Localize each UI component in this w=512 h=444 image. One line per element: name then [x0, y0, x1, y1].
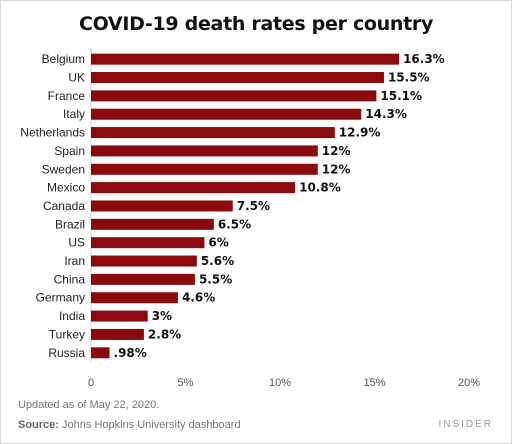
value-label: 10.8%	[299, 181, 341, 195]
bar	[91, 90, 377, 102]
value-label: 14.3%	[365, 107, 407, 121]
category-label: Spain	[54, 144, 85, 158]
category-label: Germany	[36, 291, 85, 305]
bar	[91, 182, 296, 194]
value-label: 12%	[322, 162, 351, 176]
bar	[91, 347, 110, 359]
bar	[91, 163, 318, 175]
category-label: Mexico	[47, 181, 85, 195]
bar	[91, 328, 144, 340]
brand-logo: INSIDER	[438, 419, 493, 430]
category-label: UK	[68, 71, 85, 85]
value-label: 5.5%	[199, 272, 232, 286]
category-label: Brazil	[55, 217, 85, 231]
value-label: 5.6%	[201, 254, 234, 268]
source-line: Source: Johns Hopkins University dashboa…	[18, 419, 241, 431]
value-label: 12.9%	[339, 126, 381, 140]
x-tick-label: 15%	[363, 377, 385, 389]
x-tick-label: 5%	[178, 377, 194, 389]
category-label: Canada	[43, 199, 85, 213]
value-label: 16.3%	[403, 52, 445, 66]
x-tick-label: 20%	[458, 377, 480, 389]
bar	[91, 310, 148, 322]
category-label: China	[54, 272, 86, 286]
category-label: Turkey	[49, 327, 85, 341]
bar	[91, 237, 205, 249]
value-label: 6%	[208, 236, 228, 250]
bar	[91, 108, 362, 120]
bar	[91, 145, 318, 157]
category-label: US	[68, 236, 85, 250]
bar	[91, 218, 214, 230]
category-label: Russia	[48, 346, 85, 360]
bar	[91, 127, 335, 139]
x-tick-label: 0	[88, 377, 94, 389]
bar	[91, 53, 400, 65]
category-label: Italy	[63, 107, 85, 121]
bar	[91, 200, 233, 212]
value-label: 3%	[152, 309, 172, 323]
source-text: Johns Hopkins University dashboard	[62, 419, 241, 431]
source-label: Source:	[18, 419, 59, 431]
bar	[91, 292, 178, 304]
bar	[91, 72, 384, 84]
value-label: 4.6%	[182, 291, 215, 305]
chart-title: COVID-19 death rates per country	[78, 13, 434, 35]
category-label: India	[59, 309, 85, 323]
category-label: Sweden	[42, 162, 85, 176]
category-label: Belgium	[42, 52, 85, 66]
value-label: .98%	[114, 346, 147, 360]
updated-note: Updated as of May 22, 2020.	[18, 399, 160, 411]
value-label: 7.5%	[237, 199, 270, 213]
value-label: 15.5%	[388, 71, 430, 85]
value-label: 15.1%	[380, 89, 422, 103]
category-label: Iran	[64, 254, 85, 268]
value-label: 12%	[322, 144, 351, 158]
value-label: 2.8%	[148, 327, 181, 341]
bar	[91, 255, 197, 267]
value-label: 6.5%	[218, 217, 251, 231]
bar	[91, 273, 195, 285]
x-tick-label: 10%	[269, 377, 291, 389]
bar-chart: Belgium 16.3% UK 15.5% France 15.1% Italy 14.3%…	[20, 48, 480, 389]
category-label: France	[48, 89, 86, 103]
category-label: Netherlands	[20, 126, 85, 140]
